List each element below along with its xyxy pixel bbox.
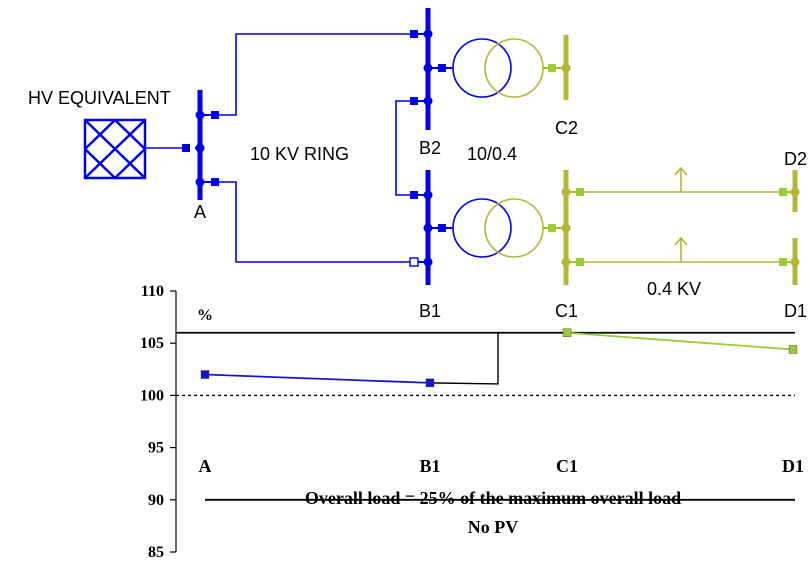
breaker-closed-icon[interactable] <box>548 224 556 232</box>
caption-line-2: No PV <box>468 517 519 537</box>
bus-label-b1: B1 <box>419 301 441 321</box>
y-unit-label: % <box>197 307 213 324</box>
breaker-closed-icon[interactable] <box>779 258 787 266</box>
hv-equivalent-label: HV EQUIVALENT <box>28 88 171 108</box>
series-line-mv <box>204 373 431 384</box>
data-point-d1 <box>788 345 798 354</box>
category-label-c1: C1 <box>556 456 578 476</box>
load-arrow-icon <box>674 166 688 192</box>
voltage-profile-chart: 110 105 100 95 90 85 % A B1 C1 D1 Overall load =… <box>140 283 804 561</box>
data-point-a <box>200 370 210 379</box>
breaker-closed-icon[interactable] <box>438 224 446 232</box>
transformer-icon[interactable] <box>452 198 544 258</box>
transformer-icon[interactable] <box>452 38 544 98</box>
bus-label-d1: D1 <box>784 301 807 321</box>
category-labels: A B1 C1 D1 <box>199 456 805 476</box>
breaker-closed-icon[interactable] <box>410 97 418 105</box>
category-label-b1: B1 <box>419 456 440 476</box>
y-tick-label: 85 <box>148 544 164 561</box>
bus-label-c1: C1 <box>555 301 578 321</box>
single-line-diagram: HV EQUIVALENT 10 KV RING 10/0.4 0.4 KV A… <box>28 8 807 321</box>
breaker-closed-icon[interactable] <box>576 188 584 196</box>
ring-label: 10 KV RING <box>250 144 349 164</box>
y-tick-label: 95 <box>148 440 164 457</box>
breaker-open-icon[interactable] <box>409 257 419 267</box>
ring-line-a-b2 <box>219 33 412 116</box>
category-label-d1: D1 <box>782 456 804 476</box>
ring-line-b2-b1 <box>395 100 410 196</box>
category-label-a: A <box>199 456 212 476</box>
bus-label-a: A <box>194 202 206 222</box>
series-layer <box>200 328 798 388</box>
breaker-closed-icon[interactable] <box>438 64 446 72</box>
bus-label-c2: C2 <box>555 118 578 138</box>
breaker-closed-icon[interactable] <box>576 258 584 266</box>
load-arrow-icon <box>674 236 688 262</box>
y-tick-label: 110 <box>141 283 164 300</box>
bus-label-d2: D2 <box>784 149 807 169</box>
y-tick-label: 100 <box>140 387 164 404</box>
ring-line-a-b1 <box>219 181 410 263</box>
data-point-c1 <box>562 328 572 337</box>
breaker-closed-icon[interactable] <box>211 178 219 186</box>
y-tick-label: 90 <box>148 492 164 509</box>
y-tick-label: 105 <box>140 335 164 352</box>
data-point-b1 <box>425 378 435 388</box>
breaker-closed-icon[interactable] <box>410 191 418 199</box>
series-line-lv <box>566 331 794 351</box>
bus-label-b2: B2 <box>419 138 441 158</box>
lv-voltage-label: 0.4 KV <box>647 279 701 299</box>
breaker-closed-icon[interactable] <box>182 144 190 152</box>
caption-line-1: Overall load = 25% of the maximum overal… <box>305 488 681 508</box>
breaker-closed-icon[interactable] <box>211 111 219 119</box>
y-ticks: 110 105 100 95 90 85 <box>140 283 176 561</box>
breaker-closed-icon[interactable] <box>779 188 787 196</box>
transformer-ratio-label: 10/0.4 <box>467 144 517 164</box>
hv-source-icon[interactable] <box>83 118 147 180</box>
breaker-closed-icon[interactable] <box>410 30 418 38</box>
transformer-step-line <box>429 332 567 385</box>
breaker-closed-icon[interactable] <box>548 64 556 72</box>
